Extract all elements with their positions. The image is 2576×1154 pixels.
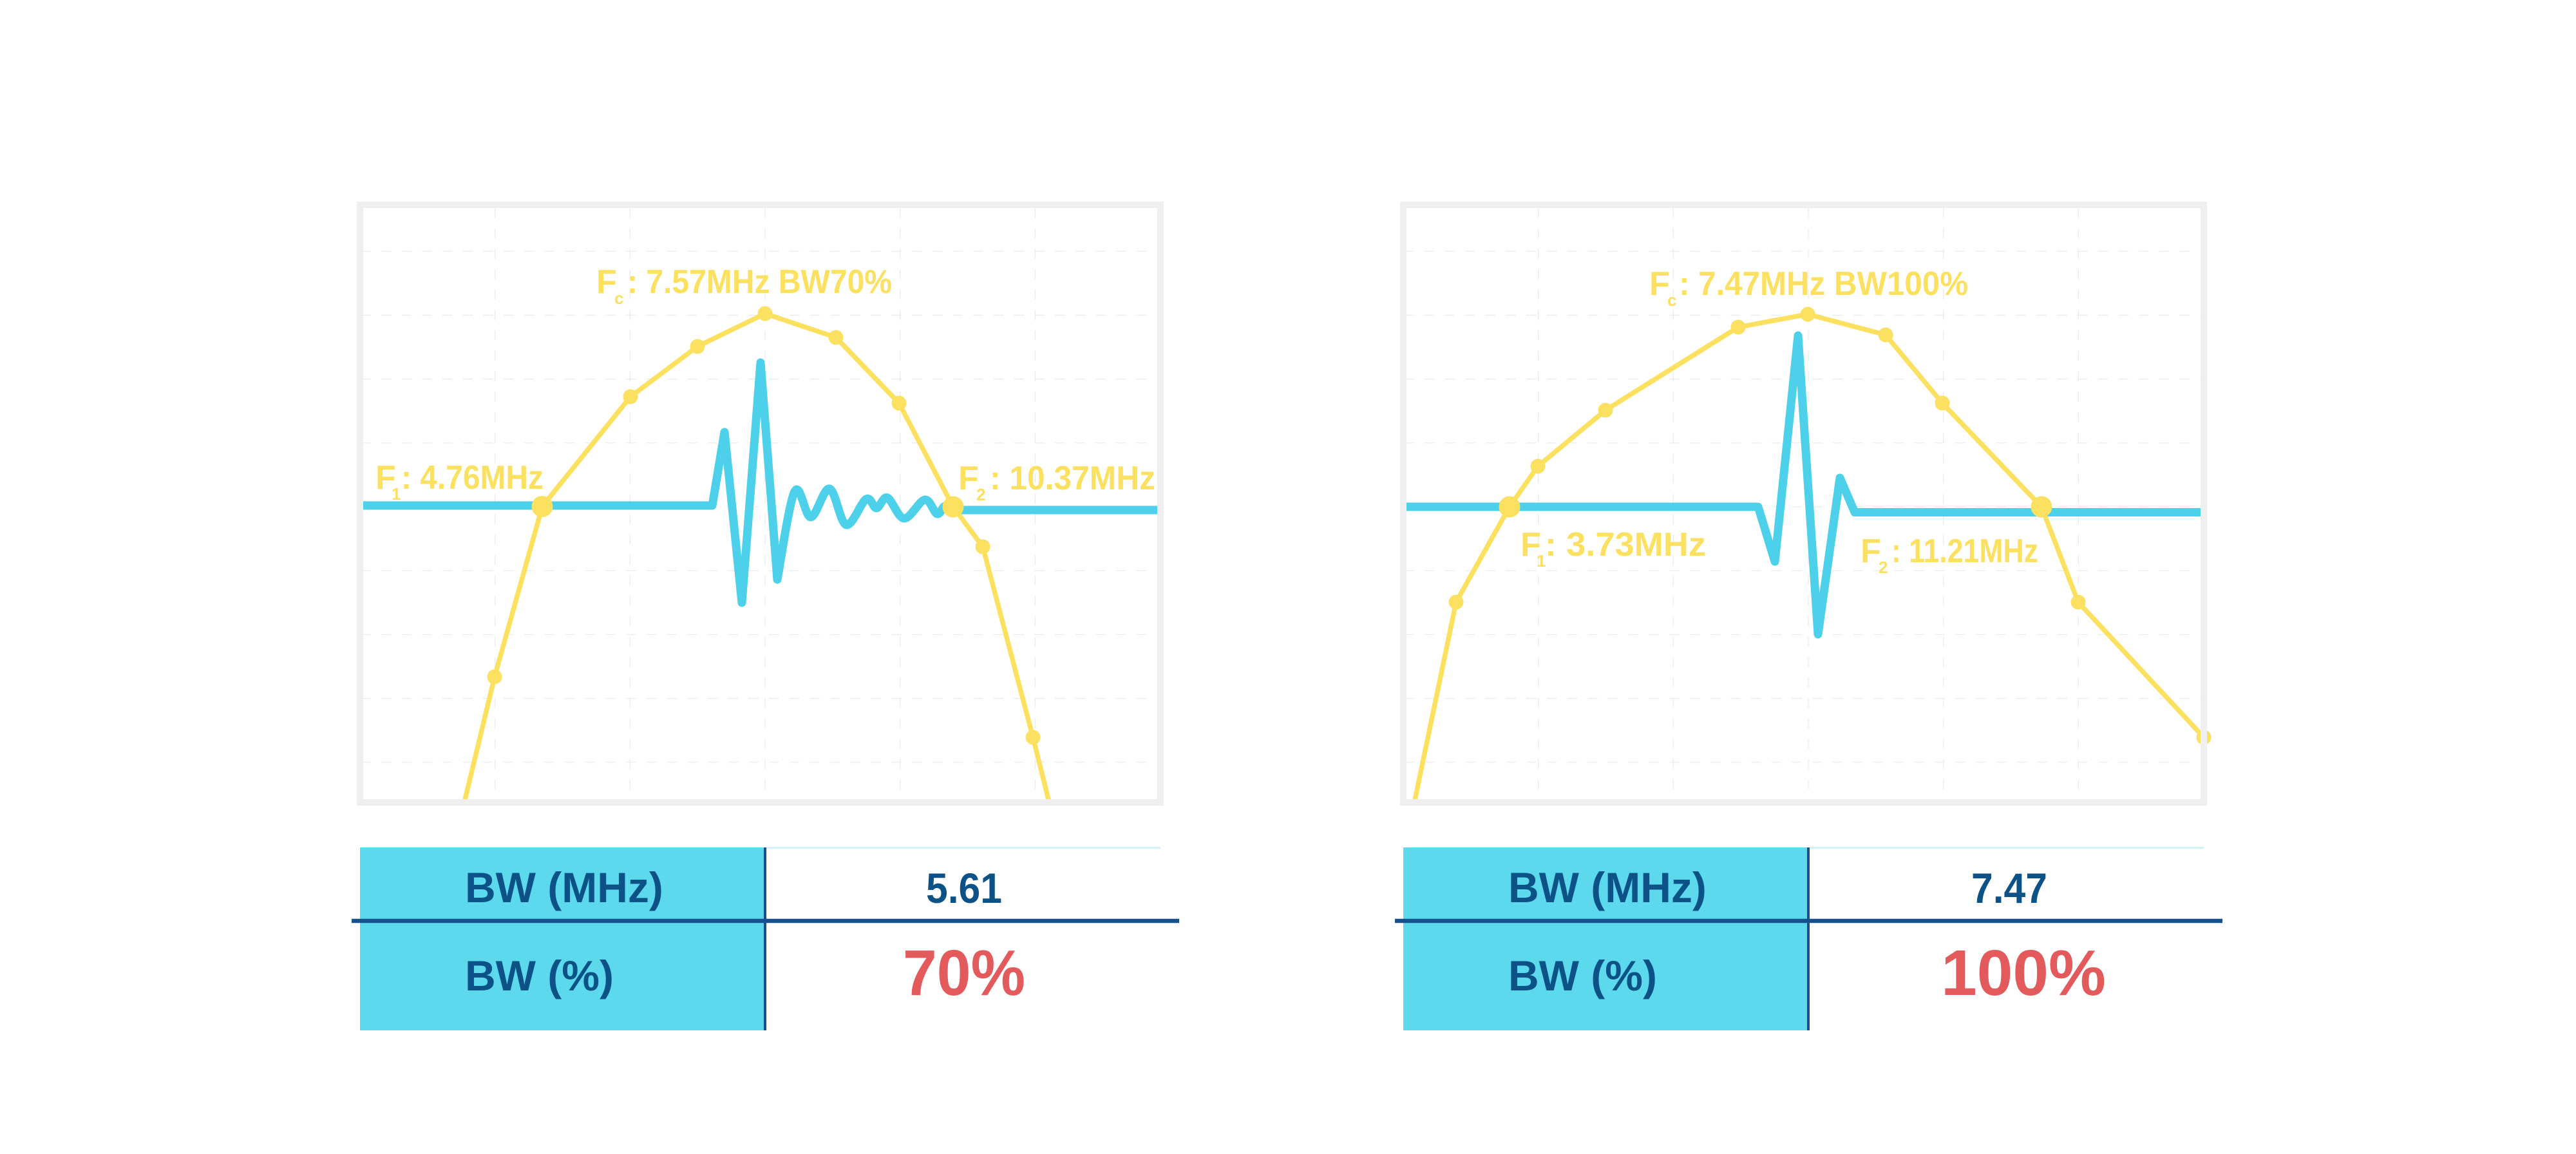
- svg-text:: 3.73MHz: : 3.73MHz: [1545, 526, 1706, 563]
- svg-text:1: 1: [392, 484, 401, 504]
- svg-text:F: F: [958, 460, 979, 497]
- svg-text:70%: 70%: [903, 937, 1025, 1009]
- svg-text:BW (%): BW (%): [1508, 952, 1657, 999]
- svg-text:F: F: [375, 459, 396, 497]
- svg-text:F: F: [1520, 526, 1541, 563]
- svg-text:: 10.37MHz: : 10.37MHz: [990, 460, 1155, 497]
- svg-text:5.61: 5.61: [926, 864, 1002, 912]
- svg-text:2: 2: [1879, 558, 1888, 577]
- svg-text:: 4.76MHz: : 4.76MHz: [401, 459, 544, 497]
- svg-text:F: F: [596, 263, 617, 301]
- svg-text:7.47: 7.47: [1971, 864, 2047, 912]
- svg-text:: 11.21MHz: : 11.21MHz: [1891, 533, 2038, 570]
- svg-text:: 7.47MHz BW100%: : 7.47MHz BW100%: [1679, 265, 1968, 303]
- svg-text:F: F: [1861, 533, 1881, 570]
- svg-text:1: 1: [1537, 551, 1546, 571]
- svg-text:c: c: [1667, 290, 1676, 310]
- svg-text:BW (MHz): BW (MHz): [1508, 864, 1707, 911]
- svg-text:100%: 100%: [1941, 937, 2106, 1009]
- svg-text:F: F: [1649, 265, 1670, 303]
- svg-text:BW (MHz): BW (MHz): [465, 864, 663, 911]
- svg-text:: 7.57MHz BW70%: : 7.57MHz BW70%: [627, 263, 892, 301]
- svg-text:c: c: [614, 288, 623, 308]
- svg-text:BW (%): BW (%): [465, 952, 614, 999]
- svg-text:2: 2: [976, 485, 985, 504]
